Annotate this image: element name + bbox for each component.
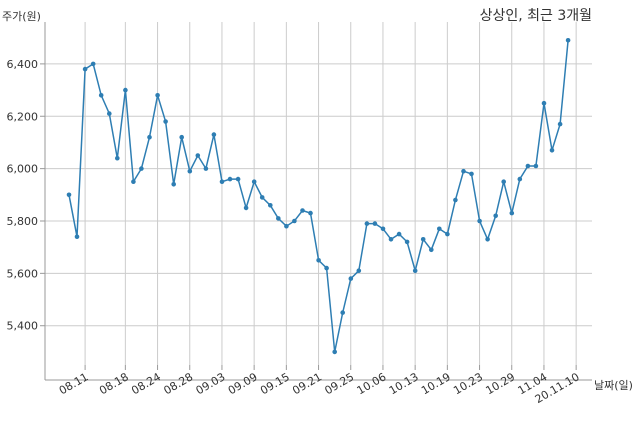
data-point [98,93,104,98]
grid [45,22,592,365]
data-point [300,208,305,213]
data-point [348,276,354,281]
data-point [308,210,313,216]
data-point [147,134,152,140]
data-point [549,148,555,153]
data-point [485,237,490,242]
data-point [259,195,265,200]
data-point [533,163,539,169]
y-tick-label: 6,000 [7,163,39,176]
data-point [324,265,329,271]
y-tick-label: 5,800 [7,215,39,228]
x-axis-label: 날짜(일) [594,378,633,392]
data-point [163,119,168,124]
x-tick-label: 08.18 [97,370,131,397]
data-point [195,153,201,158]
x-tick-label: 09.21 [290,370,324,397]
data-point [388,237,394,242]
data-point [372,221,378,226]
data-point [340,310,346,315]
x-tick-label: 08.28 [161,370,195,397]
x-tick-label: 09.25 [322,370,356,397]
data-point [243,205,249,211]
y-axis-label: 주가(원) [2,10,41,23]
data-point [453,197,458,203]
data-point [420,237,426,242]
data-point [251,179,257,184]
data-point [429,247,434,253]
data-point [227,176,233,182]
axes [40,22,592,381]
series-layer [66,38,571,355]
y-tick-label: 6,400 [7,58,39,71]
data-point [509,210,515,216]
data-point [235,176,241,182]
data-point [557,121,563,127]
data-point [412,268,418,274]
data-point [292,218,297,224]
data-point [203,166,209,171]
data-point [82,66,88,72]
x-tick-label: 10.13 [387,370,421,397]
x-tick-label: 09.09 [226,370,260,397]
x-tick-label: 10.23 [451,370,485,397]
data-point [525,163,531,169]
data-point [284,223,289,229]
x-tick-label: 10.19 [419,370,453,397]
data-point [380,226,386,232]
data-point [276,216,281,221]
data-point [316,258,321,263]
data-point [501,179,507,184]
data-point [541,100,547,106]
x-tick-label: 09.03 [194,370,228,397]
data-point [332,349,338,355]
x-tick-label: 08.11 [57,370,91,397]
data-point [461,168,466,174]
data-point [437,226,442,232]
data-point [131,179,136,184]
data-point [171,182,176,187]
data-point [90,61,96,67]
data-point [517,176,523,182]
data-point [469,171,474,177]
data-point [493,213,499,219]
data-point [356,268,362,274]
x-tick-label: 08.24 [129,370,163,397]
data-point [211,132,217,137]
data-point [66,192,72,198]
data-point [179,134,184,140]
labels: 상상인, 최근 3개월 주가(원) 날짜(일) 5,400 5,600 5,800 6… [2,8,633,406]
data-point [364,221,370,226]
data-point [268,203,273,208]
data-point [404,239,410,245]
data-point [565,38,571,43]
x-tick-label: 10.06 [355,370,389,397]
data-point [139,166,144,171]
y-tick-label: 5,600 [7,267,39,280]
data-point [219,179,225,184]
y-tick-label: 5,400 [7,320,39,333]
x-tick-label: 09.15 [258,370,292,397]
data-point [123,87,128,93]
y-tick-label: 6,200 [7,110,39,123]
data-point [477,218,482,224]
data-point [74,234,80,239]
data-point [187,168,193,174]
data-point [115,155,120,161]
data-point [107,111,112,116]
x-tick-label: 10.29 [483,370,517,397]
data-point [396,231,402,237]
chart-title: 상상인, 최근 3개월 [480,8,592,24]
data-point [445,231,450,237]
data-point [155,93,160,98]
